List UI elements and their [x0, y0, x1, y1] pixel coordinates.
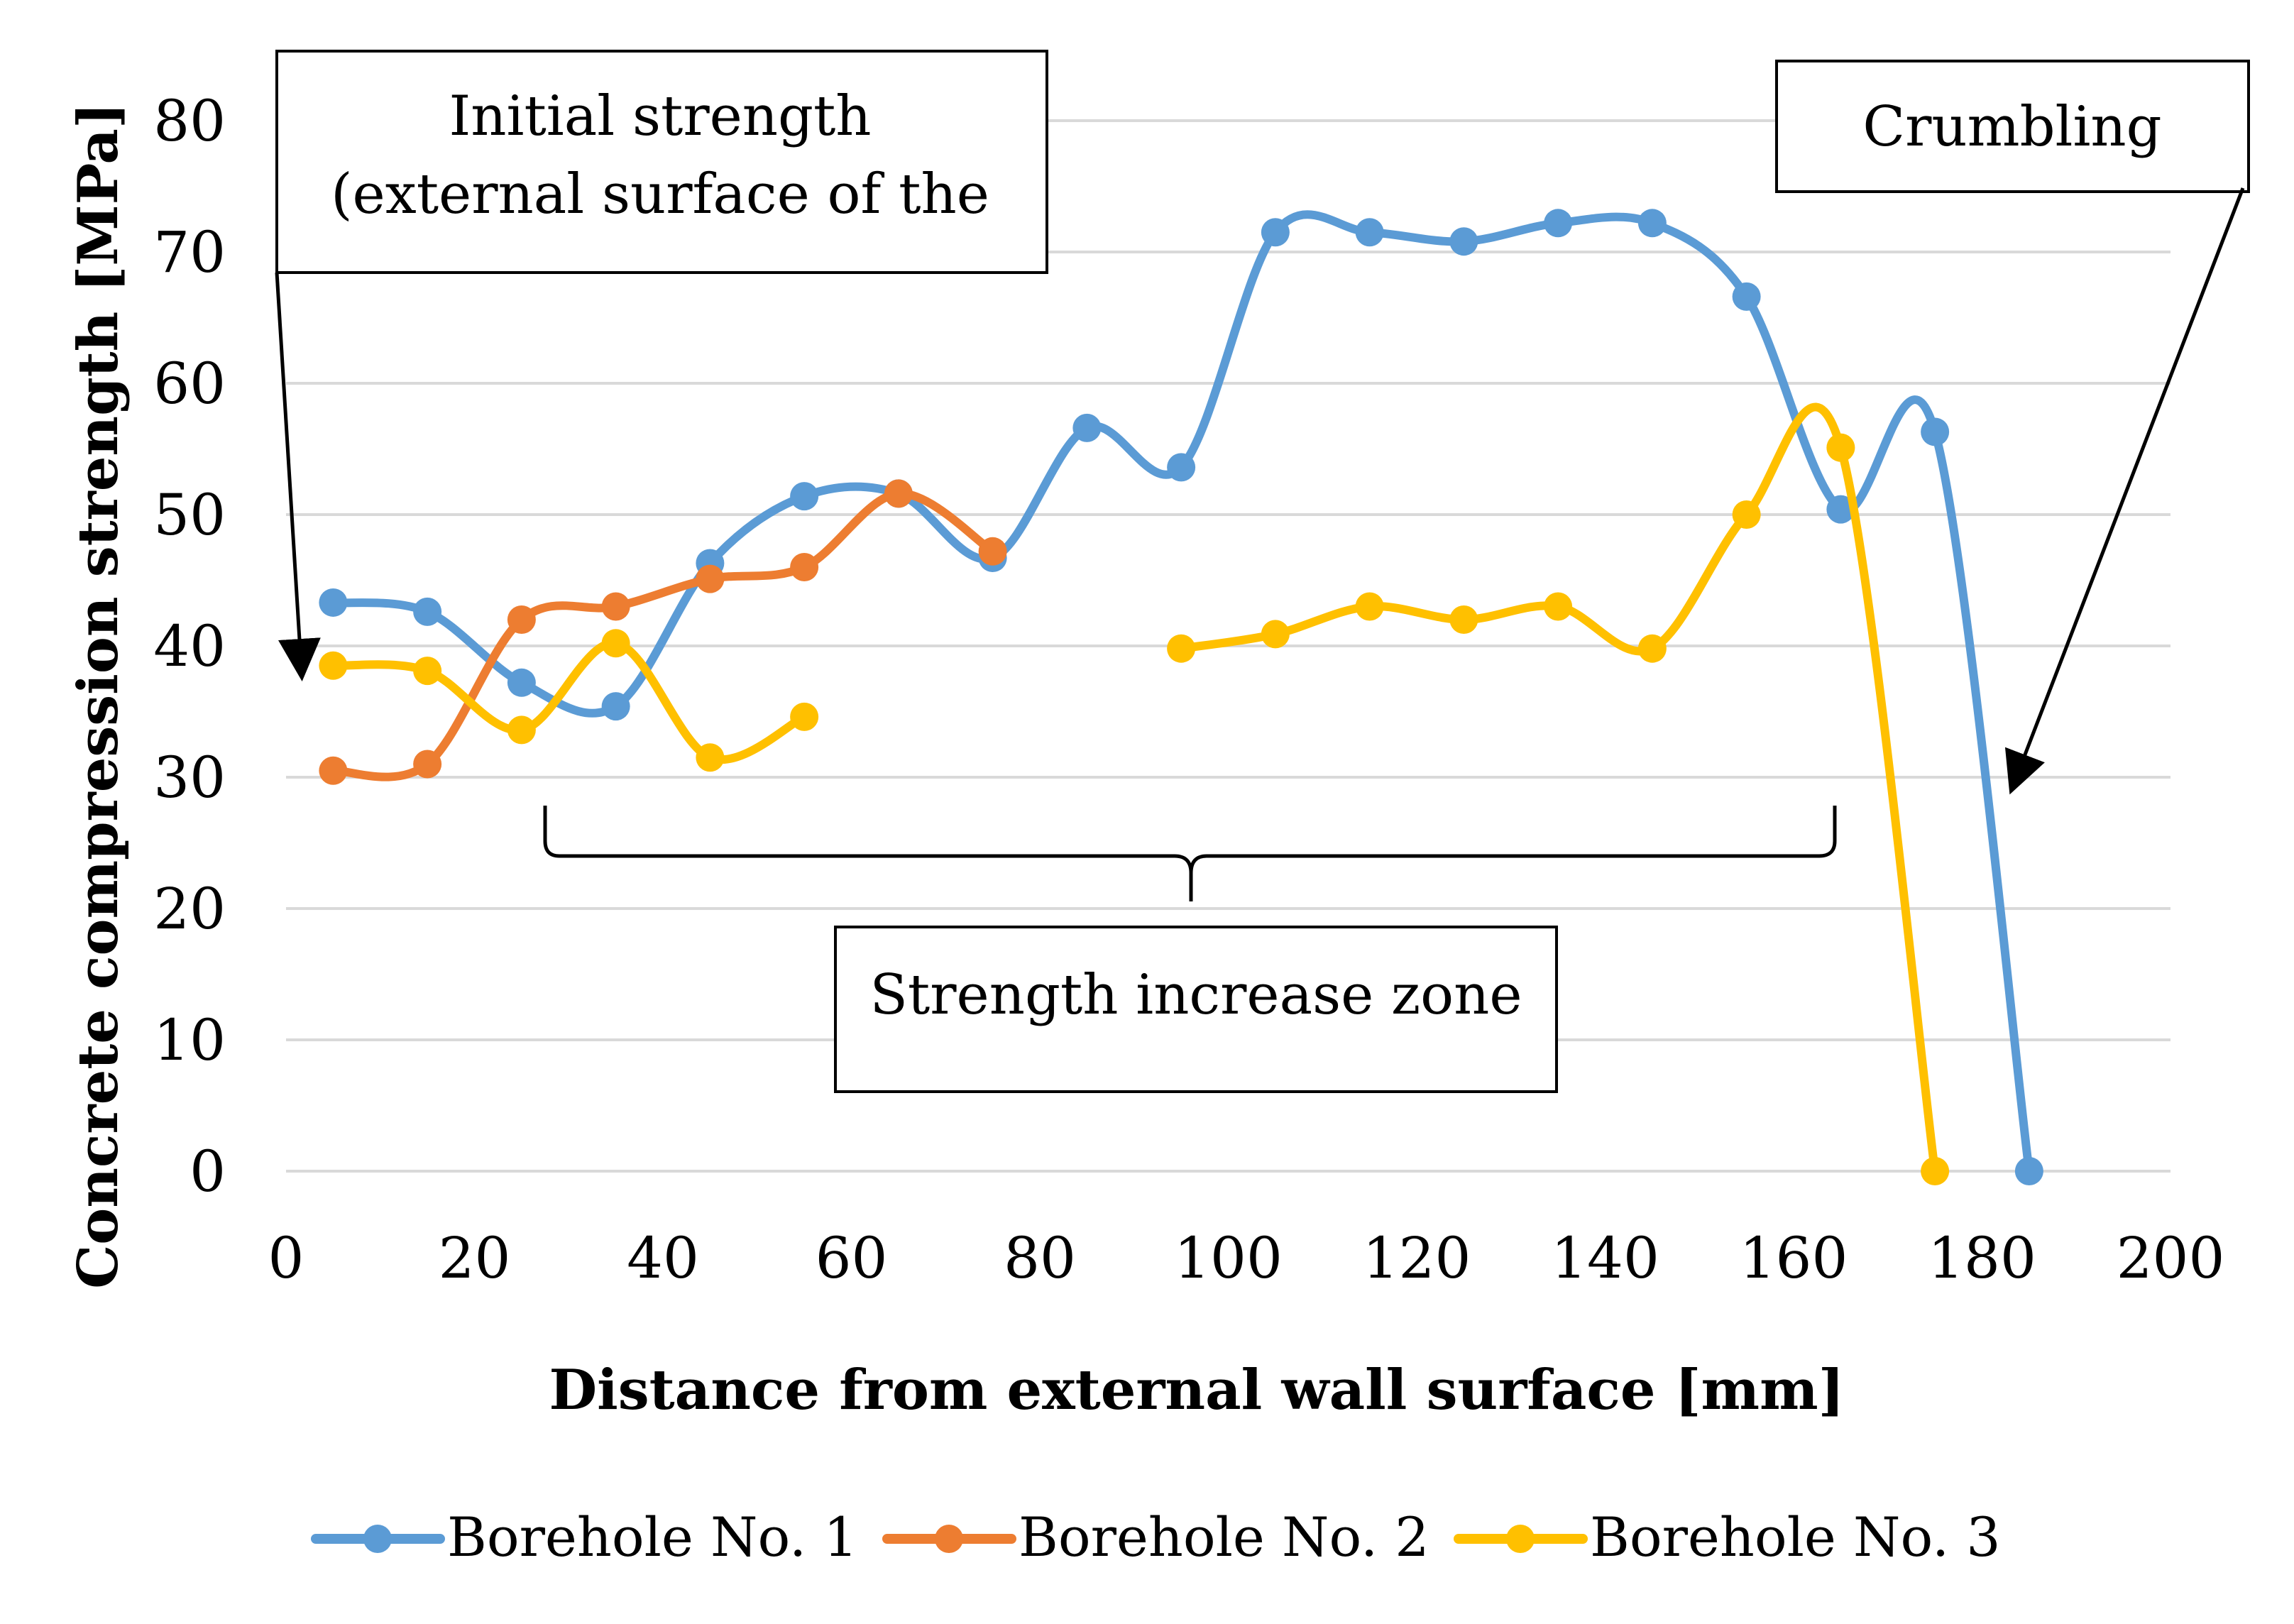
x-tick-label: 80: [1004, 1225, 1076, 1291]
legend-marker-borehole-1: [363, 1525, 392, 1553]
data-point-borehole-1: [1921, 417, 1950, 446]
legend-label-borehole-3: Borehole No. 3: [1590, 1505, 2001, 1569]
annotation-initial-strength-line1: Initial strength: [449, 84, 871, 148]
legend-marker-borehole-2: [935, 1525, 963, 1553]
y-tick-label: 70: [153, 219, 226, 285]
x-tick-label: 140: [1551, 1225, 1659, 1291]
legend-item-borehole-3: Borehole No. 3: [1454, 1505, 2001, 1569]
x-axis-ticks: 0 20 40 60 80 100 120 140 160 180 200: [268, 1225, 2225, 1291]
y-tick-label: 60: [153, 351, 226, 417]
annotation-initial-strength-box: [275, 50, 1048, 274]
y-tick-label: 10: [153, 1007, 226, 1073]
data-point-borehole-1: [1732, 282, 1761, 311]
data-point-borehole-3: [319, 651, 348, 680]
data-point-borehole-1: [2014, 1157, 2043, 1185]
annotation-initial-strength-arrow: [275, 272, 321, 681]
data-point-borehole-3: [1637, 634, 1667, 663]
data-point-borehole-3: [1261, 620, 1290, 649]
x-tick-label: 20: [439, 1225, 511, 1291]
data-point-borehole-2: [319, 756, 348, 785]
y-tick-label: 40: [153, 613, 226, 679]
annotation-increase-zone-box: [834, 926, 1558, 1093]
annotation-increase-zone-brace: [543, 806, 1837, 901]
x-axis-title: Distance from external wall surface [mm]: [549, 1358, 1844, 1422]
data-point-borehole-3: [1732, 500, 1761, 529]
x-tick-label: 60: [816, 1225, 888, 1291]
legend-item-borehole-1: Borehole No. 1: [311, 1505, 858, 1569]
legend-marker-borehole-3: [1506, 1525, 1535, 1553]
data-point-borehole-3: [1167, 634, 1196, 663]
data-point-borehole-3: [1355, 592, 1384, 621]
y-tick-label: 30: [153, 745, 226, 811]
data-point-borehole-1: [1544, 209, 1573, 238]
series-borehole-2: [319, 479, 1007, 785]
y-tick-label: 0: [190, 1139, 226, 1205]
data-point-borehole-1: [1072, 413, 1102, 442]
data-point-borehole-3: [1544, 592, 1573, 621]
x-tick-label: 40: [627, 1225, 699, 1291]
series-line-borehole-3-seg-1: [329, 639, 809, 764]
x-tick-label: 160: [1740, 1225, 1848, 1291]
series-borehole-1: [319, 209, 2043, 1185]
data-point-borehole-3: [601, 629, 630, 658]
data-point-borehole-1: [601, 692, 630, 721]
data-point-borehole-1: [1637, 209, 1667, 238]
annotation-initial-strength: Initial strength (external surface of th…: [275, 50, 1048, 681]
data-point-borehole-1: [413, 597, 442, 626]
y-axis-ticks: 0 10 20 30 40 50 60 70 80: [153, 88, 226, 1205]
data-point-borehole-1: [790, 482, 819, 511]
annotation-increase-zone-text: Strength increase zone: [869, 963, 1522, 1027]
y-tick-label: 80: [153, 88, 226, 154]
y-axis-title: Concrete compression strength [MPa]: [66, 102, 131, 1289]
data-point-borehole-1: [1449, 227, 1478, 256]
legend-label-borehole-2: Borehole No. 2: [1019, 1505, 1429, 1569]
annotation-initial-strength-line2: (external surface of the: [331, 163, 989, 226]
data-point-borehole-3: [507, 715, 536, 745]
data-point-borehole-1: [1355, 218, 1384, 247]
data-point-borehole-2: [601, 592, 630, 621]
data-point-borehole-3: [413, 657, 442, 686]
series-layer: [319, 209, 2043, 1185]
data-point-borehole-2: [790, 553, 819, 581]
data-point-borehole-2: [696, 564, 725, 593]
x-tick-label: 120: [1363, 1225, 1471, 1291]
annotation-crumbling-arrow: [2004, 187, 2245, 795]
y-tick-label: 20: [153, 876, 226, 942]
y-tick-label: 50: [153, 482, 226, 548]
x-tick-label: 200: [2117, 1225, 2225, 1291]
series-line-borehole-1-seg-1: [329, 210, 2034, 1175]
annotation-crumbling-text: Crumbling: [1862, 95, 2161, 159]
x-tick-label: 100: [1174, 1225, 1283, 1291]
data-point-borehole-1: [1826, 495, 1855, 524]
series-borehole-3: [319, 402, 1950, 1185]
data-point-borehole-3: [1921, 1157, 1950, 1185]
data-point-borehole-2: [884, 479, 913, 508]
data-point-borehole-2: [413, 750, 442, 779]
legend-item-borehole-2: Borehole No. 2: [882, 1505, 1429, 1569]
legend-label-borehole-1: Borehole No. 1: [447, 1505, 858, 1569]
legend: Borehole No. 1 Borehole No. 2 Borehole N…: [311, 1505, 2001, 1569]
data-point-borehole-3: [1449, 605, 1478, 634]
annotation-crumbling-box: [1775, 60, 2250, 193]
data-point-borehole-1: [507, 668, 536, 697]
data-point-borehole-3: [696, 743, 725, 772]
data-point-borehole-2: [507, 605, 536, 634]
x-tick-label: 180: [1928, 1225, 2036, 1291]
data-point-borehole-1: [1167, 453, 1196, 482]
data-point-borehole-3: [1826, 433, 1855, 462]
data-point-borehole-1: [319, 588, 348, 617]
x-tick-label: 0: [268, 1225, 304, 1291]
annotation-increase-zone: Strength increase zone: [543, 806, 1837, 1093]
annotation-crumbling: Crumbling: [1775, 60, 2250, 795]
data-point-borehole-3: [790, 702, 819, 731]
data-point-borehole-1: [1261, 218, 1290, 247]
data-point-borehole-2: [978, 537, 1007, 566]
